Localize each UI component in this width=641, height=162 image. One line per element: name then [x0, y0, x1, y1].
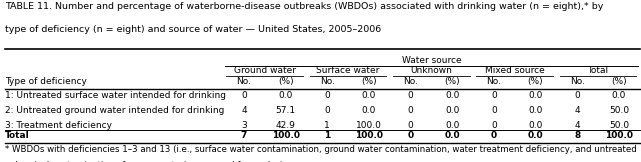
Text: Surface water: Surface water	[317, 66, 379, 75]
Text: 1: 1	[324, 122, 330, 131]
Text: 0.0: 0.0	[528, 106, 543, 115]
Text: 2: Untreated ground water intended for drinking: 2: Untreated ground water intended for d…	[5, 106, 224, 115]
Text: 3: 3	[241, 122, 247, 131]
Text: 0: 0	[491, 131, 497, 140]
Text: 42.9: 42.9	[276, 122, 296, 131]
Text: 0.0: 0.0	[445, 91, 460, 100]
Text: 0: 0	[574, 91, 580, 100]
Text: Unknown: Unknown	[410, 66, 453, 75]
Text: No.: No.	[320, 77, 335, 86]
Text: 0: 0	[408, 91, 413, 100]
Text: Ground water: Ground water	[234, 66, 296, 75]
Text: chemical contamination of source water) were used for analysis.: chemical contamination of source water) …	[5, 161, 290, 162]
Text: 0.0: 0.0	[445, 122, 460, 131]
Text: type of deficiency (n = eight) and source of water — United States, 2005–2006: type of deficiency (n = eight) and sourc…	[5, 25, 381, 34]
Text: 3: Treatment deficiency: 3: Treatment deficiency	[5, 122, 112, 131]
Text: Water source: Water source	[401, 56, 462, 65]
Text: 1: Untreated surface water intended for drinking: 1: Untreated surface water intended for …	[5, 91, 226, 100]
Text: 7: 7	[241, 131, 247, 140]
Text: No.: No.	[570, 77, 585, 86]
Text: Type of deficiency: Type of deficiency	[5, 77, 87, 86]
Text: 100.0: 100.0	[272, 131, 299, 140]
Text: 100.0: 100.0	[605, 131, 633, 140]
Text: 4: 4	[574, 122, 580, 131]
Text: (%): (%)	[278, 77, 294, 86]
Text: 0.0: 0.0	[444, 131, 460, 140]
Text: 0.0: 0.0	[445, 106, 460, 115]
Text: 0.0: 0.0	[278, 91, 293, 100]
Text: 0.0: 0.0	[528, 122, 543, 131]
Text: No.: No.	[237, 77, 251, 86]
Text: 0: 0	[408, 131, 413, 140]
Text: 4: 4	[241, 106, 247, 115]
Text: (%): (%)	[361, 77, 377, 86]
Text: 100.0: 100.0	[356, 122, 382, 131]
Text: 0: 0	[324, 91, 330, 100]
Text: 8: 8	[574, 131, 580, 140]
Text: 0.0: 0.0	[528, 131, 544, 140]
Text: Mixed source: Mixed source	[485, 66, 545, 75]
Text: 50.0: 50.0	[609, 122, 629, 131]
Text: 0: 0	[408, 122, 413, 131]
Text: 0.0: 0.0	[612, 91, 626, 100]
Text: 0: 0	[324, 106, 330, 115]
Text: 0.0: 0.0	[362, 91, 376, 100]
Text: 0.0: 0.0	[362, 106, 376, 115]
Text: 0: 0	[491, 106, 497, 115]
Text: 0: 0	[241, 91, 247, 100]
Text: 50.0: 50.0	[609, 106, 629, 115]
Text: 0: 0	[491, 122, 497, 131]
Text: No.: No.	[487, 77, 501, 86]
Text: (%): (%)	[528, 77, 544, 86]
Text: (%): (%)	[611, 77, 627, 86]
Text: 100.0: 100.0	[355, 131, 383, 140]
Text: (%): (%)	[444, 77, 460, 86]
Text: 1: 1	[324, 131, 330, 140]
Text: Total: Total	[588, 66, 608, 75]
Text: Total: Total	[5, 131, 30, 140]
Text: 4: 4	[574, 106, 580, 115]
Text: 0: 0	[408, 106, 413, 115]
Text: 0: 0	[491, 91, 497, 100]
Text: TABLE 11. Number and percentage of waterborne-disease outbreaks (WBDOs) associat: TABLE 11. Number and percentage of water…	[5, 2, 604, 11]
Text: 0.0: 0.0	[528, 91, 543, 100]
Text: * WBDOs with deficiencies 1–3 and 13 (i.e., surface water contamination, ground : * WBDOs with deficiencies 1–3 and 13 (i.…	[5, 145, 637, 154]
Text: 57.1: 57.1	[276, 106, 296, 115]
Text: No.: No.	[403, 77, 418, 86]
